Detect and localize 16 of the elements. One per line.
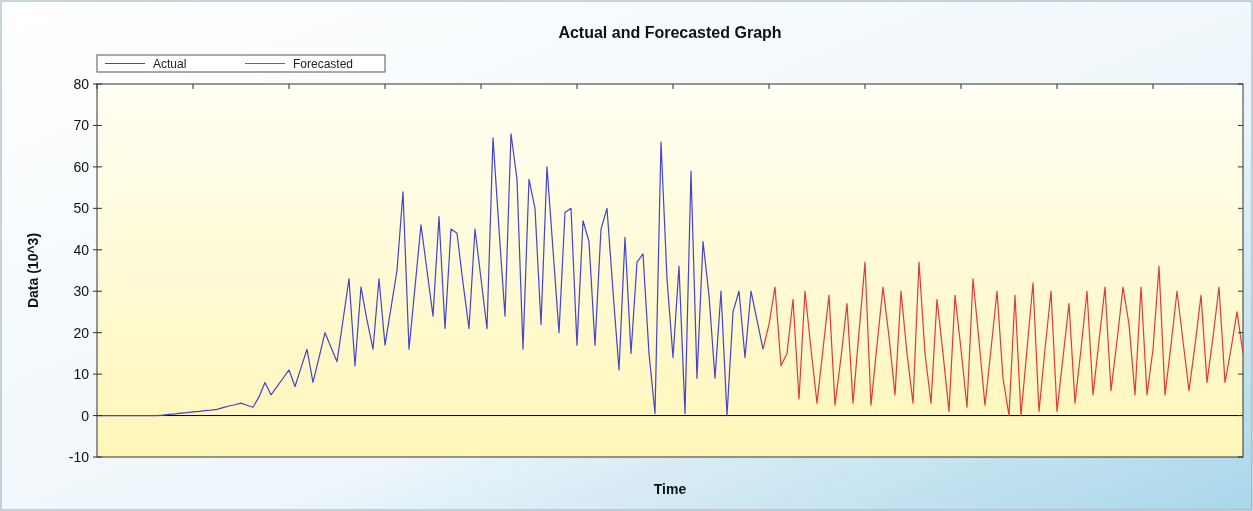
legend-label: Forecasted — [293, 57, 354, 71]
y-tick-label: 40 — [73, 241, 90, 258]
y-tick-label: 30 — [73, 283, 90, 300]
line-series — [762, 261, 1244, 417]
y-tick-label: 20 — [73, 324, 90, 341]
y-tick-label: -10 — [68, 449, 90, 465]
x-axis-title: Time — [653, 481, 687, 497]
y-tick-label: 10 — [73, 366, 90, 383]
legend-label: Actual — [153, 57, 187, 71]
y-axis-title: Data (10^3) — [25, 232, 41, 309]
chart-title: Actual and Forecasted Graph — [558, 24, 782, 41]
y-tick-label: 0 — [81, 407, 90, 424]
y-tick-label: 60 — [73, 158, 90, 175]
y-tick-label: 80 — [73, 76, 90, 92]
y-tick-label: 50 — [73, 200, 90, 217]
y-tick-label: 70 — [73, 117, 90, 134]
